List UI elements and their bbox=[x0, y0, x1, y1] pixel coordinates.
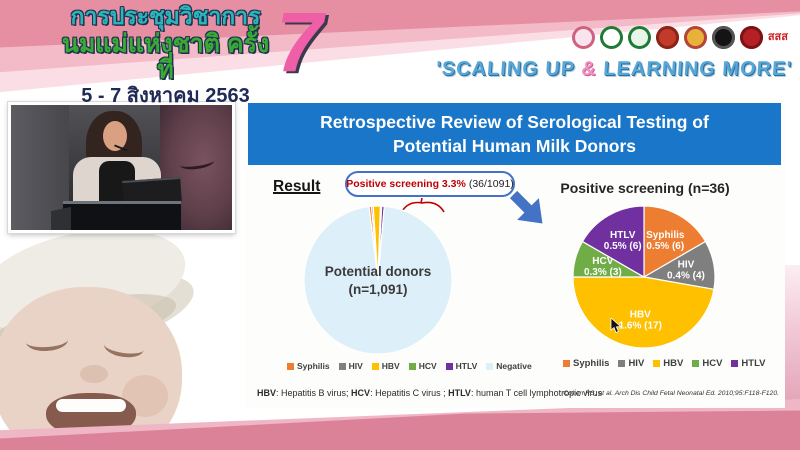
conference-title-thai: การประชุมวิชาการ นมแม่แห่งชาติ ครั้งที่ … bbox=[58, 4, 273, 107]
green-medical-seal-1-logo bbox=[599, 26, 623, 49]
legend-label-syphilis: Syphilis bbox=[573, 358, 610, 369]
legend-label-negative: Negative bbox=[496, 361, 532, 371]
legend-item-hiv: HIV bbox=[618, 358, 644, 369]
conference-slogan: 'SCALING UP & LEARNING MORE' bbox=[435, 58, 793, 81]
potential-donors-label-line1: Potential donors bbox=[324, 264, 432, 279]
legend-swatch-hcv bbox=[408, 362, 416, 370]
callout-brace bbox=[399, 198, 445, 216]
legend-swatch-hbv bbox=[653, 360, 661, 367]
presenter-video-feed bbox=[8, 102, 235, 233]
presentation-slide: Retrospective Review of Serological Test… bbox=[245, 100, 785, 408]
right-pie-legend: Syphilis HIV HBV HCV HTLV bbox=[563, 358, 766, 369]
legend-label-htlv: HTLV bbox=[455, 361, 478, 371]
legend-item-hbv: HBV bbox=[371, 361, 400, 371]
footnote-hbv-text: : Hepatitis B virus; bbox=[276, 388, 352, 398]
mouse-cursor bbox=[610, 318, 622, 334]
legend-item-hbv: HBV bbox=[653, 358, 683, 369]
slide-title-banner: Retrospective Review of Serological Test… bbox=[248, 103, 781, 165]
potential-donors-label: Potential donors (n=1,091) bbox=[288, 263, 468, 299]
legend-swatch-htlv bbox=[731, 360, 739, 367]
pie-label-hiv: HIV 0.4% (4) bbox=[667, 260, 705, 282]
legend-label-hiv: HIV bbox=[348, 361, 363, 371]
royal-crest-logo bbox=[683, 26, 707, 49]
footnote-htlv-text: : human T cell lymphotropic virus bbox=[470, 388, 603, 398]
conference-title-line2: นมแม่แห่งชาติ ครั้งที่ bbox=[61, 30, 270, 85]
baby-teeth bbox=[56, 399, 126, 412]
arrow-right-icon bbox=[495, 176, 560, 241]
legend-swatch-hiv bbox=[618, 360, 626, 367]
conference-header-banner: การประชุมวิชาการ นมแม่แห่งชาติ ครั้งที่ … bbox=[0, 0, 800, 106]
legend-item-htlv: HTLV bbox=[445, 361, 478, 371]
potential-donors-count: (n=1,091) bbox=[348, 282, 408, 297]
pie-label-hcv: HCV 0.3% (3) bbox=[584, 256, 622, 278]
legend-item-syphilis: Syphilis bbox=[287, 361, 330, 371]
baby-nose bbox=[80, 365, 108, 383]
result-heading: Result bbox=[273, 178, 321, 195]
legend-label-hcv: HCV bbox=[418, 361, 437, 371]
legend-swatch-hcv bbox=[692, 360, 700, 367]
legend-swatch-negative bbox=[486, 362, 494, 370]
slogan-part2: LEARNING MORE' bbox=[595, 58, 793, 80]
legend-item-hiv: HIV bbox=[338, 361, 363, 371]
legend-swatch-syphilis bbox=[287, 362, 294, 370]
conference-date: 5 - 7 สิงหาคม 2563 bbox=[81, 84, 250, 107]
pie-slice-syphilis bbox=[643, 205, 707, 279]
pie-label-htlv: HTLV 0.5% (6) bbox=[604, 230, 642, 252]
legend-swatch-htlv bbox=[445, 362, 453, 370]
callout-highlight: Positive screening 3.3% bbox=[346, 178, 466, 190]
mother-and-child-foundation-logo bbox=[571, 26, 595, 49]
podium bbox=[63, 201, 181, 230]
abbreviations-footnote: HBV: Hepatitis B virus; HCV: Hepatitis C… bbox=[257, 388, 602, 398]
thai-health-foundation-logo: สสส bbox=[767, 31, 788, 43]
legend-label-syphilis: Syphilis bbox=[297, 361, 330, 371]
legend-item-htlv: HTLV bbox=[731, 358, 766, 369]
potential-donors-pie-chart bbox=[303, 205, 453, 355]
legend-item-negative: Negative bbox=[486, 361, 532, 371]
pie-label-syphilis: Syphilis 0.5% (6) bbox=[646, 230, 685, 252]
pie-slice-htlv bbox=[581, 205, 645, 279]
black-round-emblem-logo bbox=[711, 26, 735, 49]
legend-label-htlv: HTLV bbox=[741, 358, 766, 369]
legend-label-hbv: HBV bbox=[663, 358, 684, 369]
conference-title-line1: การประชุมวิชาการ bbox=[70, 3, 261, 29]
footnote-hcv-text: : Hepatitis C virus ; bbox=[370, 388, 449, 398]
reference-citation: Cohen RS, et al. Arch Dis Child Fetal Ne… bbox=[563, 390, 779, 397]
legend-label-hiv: HIV bbox=[628, 358, 645, 369]
legend-label-hbv: HBV bbox=[381, 361, 400, 371]
callout-detail: (36/1091) bbox=[468, 178, 514, 190]
sponsor-logos-row: สสส bbox=[571, 26, 788, 49]
footnote-hbv: HBV bbox=[257, 388, 277, 398]
footnote-hcv: HCV bbox=[351, 388, 371, 398]
pie-slice-negative bbox=[303, 205, 453, 355]
positive-screening-callout: Positive screening 3.3% (36/1091) bbox=[345, 171, 515, 197]
red-round-emblem-logo bbox=[739, 26, 763, 49]
legend-swatch-syphilis bbox=[563, 360, 570, 367]
positive-screening-title: Positive screening (n=36) bbox=[560, 180, 730, 196]
legend-item-syphilis: Syphilis bbox=[563, 358, 609, 369]
green-medical-seal-2-logo bbox=[627, 26, 651, 49]
footnote-htlv: HTLV bbox=[448, 388, 471, 398]
slogan-part1: 'SCALING UP bbox=[435, 58, 583, 80]
edition-number: 7 bbox=[276, 0, 323, 89]
left-pie-legend: Syphilis HIV HBV HCV HTLV Negative bbox=[287, 361, 532, 371]
legend-label-hcv: HCV bbox=[702, 358, 723, 369]
slogan-ampersand: & bbox=[580, 58, 598, 80]
legend-swatch-hiv bbox=[338, 362, 346, 370]
slide-title-line1: Retrospective Review of Serological Test… bbox=[320, 112, 709, 132]
podium-side bbox=[51, 206, 71, 230]
legend-item-hcv: HCV bbox=[692, 358, 722, 369]
royal-college-red-emblem-logo bbox=[655, 26, 679, 49]
positive-screening-pie-chart: Syphilis 0.5% (6) HIV 0.4% (4) HBV 1.6% (17) H… bbox=[572, 205, 716, 349]
slide-title-line2: Potential Human Milk Donors bbox=[392, 136, 637, 156]
pie-slice-hbv bbox=[572, 276, 715, 349]
legend-item-hcv: HCV bbox=[408, 361, 437, 371]
pie-label-hbv: HBV 1.6% (17) bbox=[619, 309, 662, 331]
legend-swatch-hbv bbox=[371, 362, 379, 370]
